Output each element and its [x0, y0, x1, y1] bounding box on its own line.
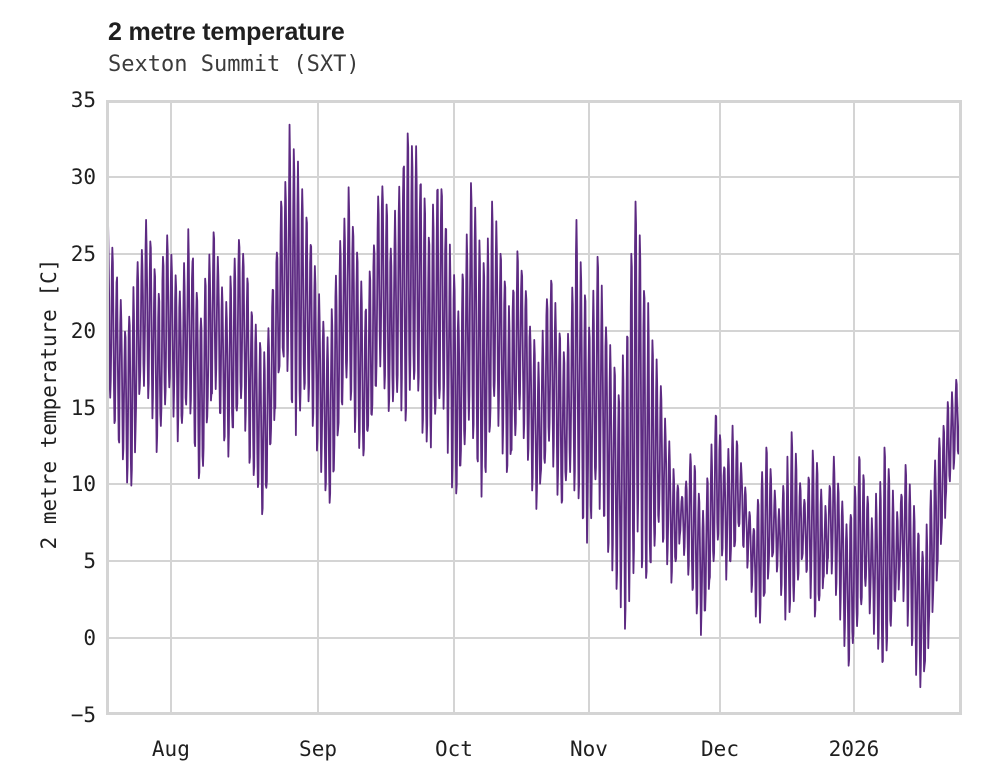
- x-tick-label: 2026: [828, 737, 880, 761]
- gridline-vertical: [719, 100, 721, 715]
- gridline-horizontal: [106, 252, 962, 255]
- y-axis-tick-labels: 35 30 25 20 15 10 5 0 −5: [10, 88, 96, 727]
- y-tick-label: −5: [70, 703, 96, 727]
- gridline-horizontal: [106, 175, 962, 178]
- x-tick-label: Sep: [299, 737, 337, 761]
- gridline-vertical: [452, 100, 455, 715]
- y-tick-label: 5: [83, 549, 96, 574]
- y-tick-label: 20: [70, 318, 96, 343]
- gridline-horizontal: [106, 329, 962, 332]
- plot-area: [106, 100, 962, 715]
- x-axis-tick-labels: Aug Sep Oct Nov Dec 2026: [106, 737, 962, 767]
- series-path: [106, 123, 962, 689]
- chart-subtitle: Sexton Summit (SXT): [108, 52, 360, 77]
- gridline-vertical: [852, 100, 855, 715]
- x-tick-label: Aug: [151, 737, 190, 761]
- y-tick-label: 15: [70, 395, 96, 420]
- y-tick-label: 10: [70, 472, 96, 497]
- y-tick-label: 25: [70, 241, 96, 266]
- gridline-horizontal: [106, 637, 962, 640]
- x-tick-label: Oct: [434, 737, 473, 761]
- gridline-horizontal: [106, 560, 962, 563]
- page-title: 2 metre temperature: [108, 18, 345, 46]
- x-tick-label: Dec: [701, 737, 739, 761]
- y-tick-label: 30: [70, 164, 96, 189]
- y-tick-label: 0: [83, 626, 96, 651]
- gridline-horizontal: [106, 483, 962, 486]
- gridline-vertical: [169, 100, 172, 715]
- x-tick-label: Nov: [569, 737, 608, 761]
- temperature-line-series: [106, 123, 962, 689]
- y-tick-label: 35: [70, 88, 96, 112]
